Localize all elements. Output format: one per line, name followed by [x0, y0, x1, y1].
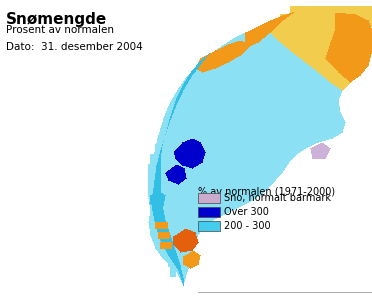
Text: Over 300: Over 300: [224, 207, 269, 217]
Text: Sno, normalt barmark: Sno, normalt barmark: [224, 193, 331, 203]
Text: Dato:  31. desember 2004: Dato: 31. desember 2004: [6, 42, 143, 52]
Bar: [198, 207, 220, 217]
Bar: [198, 193, 220, 203]
Text: Prosent av normalen: Prosent av normalen: [6, 25, 114, 35]
Text: % av normalen (1971-2000): % av normalen (1971-2000): [198, 187, 335, 197]
Text: Snømengde: Snømengde: [6, 12, 107, 27]
Bar: [198, 221, 220, 231]
Text: 200 - 300: 200 - 300: [224, 221, 270, 231]
